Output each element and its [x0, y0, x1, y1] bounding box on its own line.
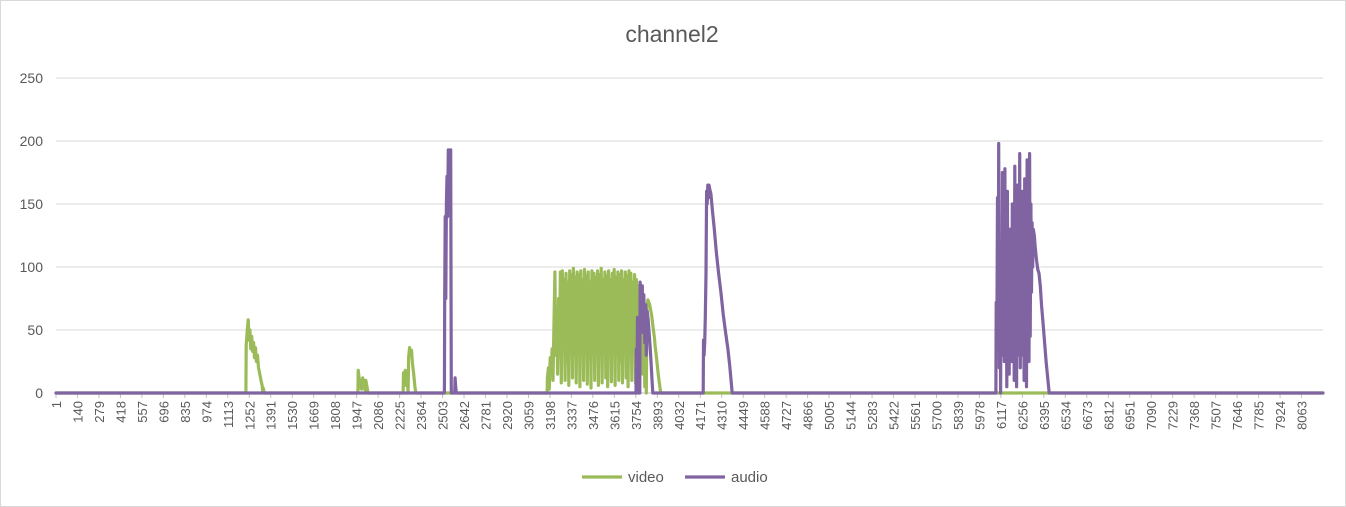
- x-tick-label: 3337: [564, 401, 579, 430]
- x-tick-label: 3754: [629, 401, 644, 430]
- x-tick-label: 7090: [1144, 401, 1159, 430]
- x-tick-label: 2225: [393, 401, 408, 430]
- x-tick-label: 835: [178, 401, 193, 423]
- x-tick-label: 3059: [521, 401, 536, 430]
- x-tick-label: 3198: [543, 401, 558, 430]
- x-tick-label: 5422: [887, 401, 902, 430]
- y-tick-label: 0: [35, 385, 43, 401]
- x-tick-label: 1530: [285, 401, 300, 430]
- x-tick-label: 7785: [1252, 401, 1267, 430]
- x-tick-label: 7229: [1166, 401, 1181, 430]
- x-tick-label: 1947: [350, 401, 365, 430]
- x-tick-label: 2086: [371, 401, 386, 430]
- x-tick-label: 6812: [1101, 401, 1116, 430]
- x-tick-label: 2364: [414, 401, 429, 430]
- x-tick-label: 4310: [715, 401, 730, 430]
- y-tick-label: 150: [20, 196, 44, 212]
- x-tick-label: 4171: [693, 401, 708, 430]
- x-tick-label: 1113: [221, 401, 236, 428]
- x-tick-label: 7507: [1209, 401, 1224, 430]
- x-tick-label: 1252: [242, 401, 257, 430]
- series-lines: [54, 141, 1325, 395]
- x-tick-label: 279: [92, 401, 107, 423]
- x-tick-label: 5839: [951, 401, 966, 430]
- y-tick-label: 200: [20, 133, 44, 149]
- x-tick-label: 4449: [736, 401, 751, 430]
- x-axis-ticks: 1 140 279 418 557 696 835 974 1113 1252 1391 1530 16…: [49, 393, 1310, 430]
- x-tick-label: 4032: [672, 401, 687, 430]
- x-tick-label: 3615: [607, 401, 622, 430]
- legend-label-video: video: [628, 469, 664, 486]
- x-tick-label: 6256: [1015, 401, 1030, 430]
- x-tick-label: 6117: [994, 401, 1009, 429]
- x-tick-label: 140: [70, 401, 85, 423]
- x-tick-label: 7646: [1230, 401, 1245, 430]
- x-tick-label: 1: [49, 401, 64, 408]
- x-tick-label: 6534: [1058, 401, 1073, 430]
- x-tick-label: 5700: [929, 401, 944, 430]
- x-tick-label: 974: [199, 401, 214, 423]
- legend: video audio: [582, 469, 768, 486]
- x-tick-label: 5978: [972, 401, 987, 430]
- x-tick-label: 5561: [908, 401, 923, 430]
- x-tick-label: 2503: [436, 401, 451, 430]
- x-tick-label: 6395: [1037, 401, 1052, 430]
- x-tick-label: 1391: [264, 401, 279, 430]
- y-tick-label: 50: [27, 322, 43, 338]
- y-tick-label: 100: [20, 259, 44, 275]
- x-tick-label: 4866: [801, 401, 816, 430]
- x-tick-label: 557: [135, 401, 150, 423]
- series-line-audio: [54, 141, 1325, 395]
- x-tick-label: 6673: [1080, 401, 1095, 430]
- x-tick-label: 4588: [758, 401, 773, 430]
- x-tick-label: 6951: [1123, 401, 1138, 430]
- x-tick-label: 5005: [822, 401, 837, 430]
- x-tick-label: 7924: [1273, 401, 1288, 430]
- x-tick-label: 1669: [307, 401, 322, 430]
- x-tick-label: 696: [156, 401, 171, 423]
- x-tick-label: 3476: [586, 401, 601, 430]
- x-tick-label: 4727: [779, 401, 794, 430]
- x-tick-label: 418: [113, 401, 128, 423]
- y-axis-ticks: 0 50 100 150 200 250: [20, 70, 44, 401]
- x-tick-label: 3893: [650, 401, 665, 430]
- x-tick-label: 7368: [1187, 401, 1202, 430]
- x-tick-label: 5283: [865, 401, 880, 430]
- x-tick-label: 2920: [500, 401, 515, 430]
- x-tick-label: 2642: [457, 401, 472, 430]
- legend-label-audio: audio: [731, 469, 768, 486]
- x-tick-label: 8063: [1295, 401, 1310, 430]
- x-tick-label: 1808: [328, 401, 343, 430]
- x-tick-label: 5144: [844, 401, 859, 430]
- x-tick-label: 2781: [478, 401, 493, 430]
- y-tick-label: 250: [20, 70, 44, 86]
- chart-title: channel2: [625, 21, 718, 47]
- series-line-video: [54, 266, 1325, 395]
